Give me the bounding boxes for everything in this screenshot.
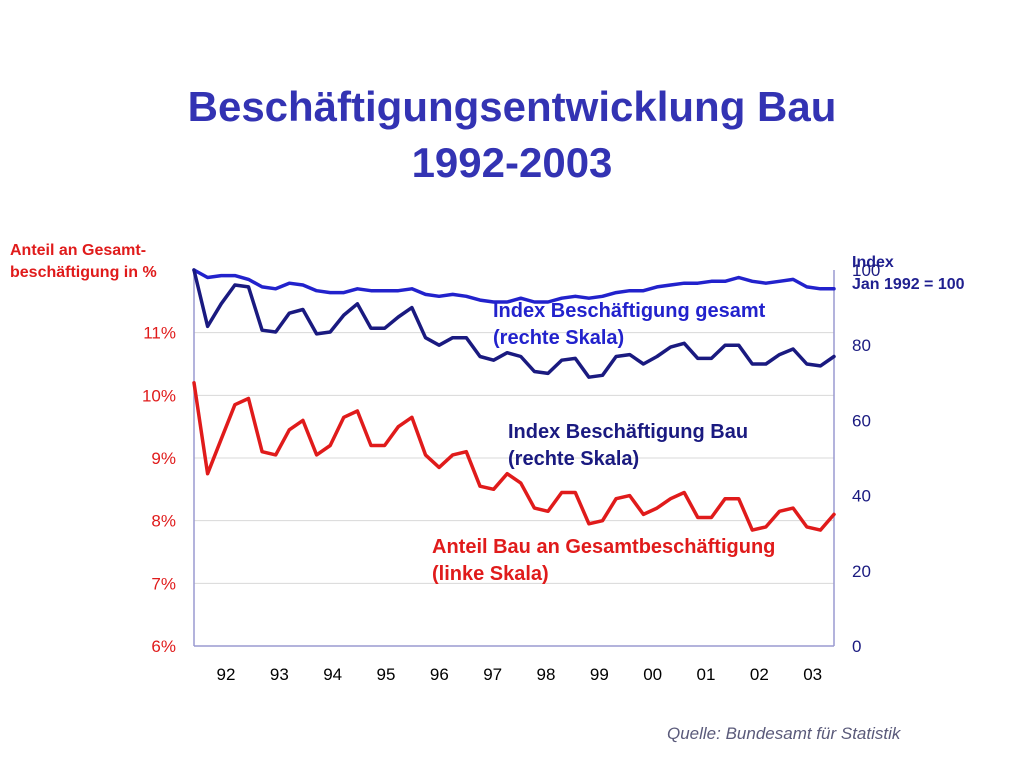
source-note: Quelle: Bundesamt für Statistik [667, 724, 901, 743]
left-tick-label: 11% [143, 324, 176, 343]
annotation-bau-line-1: Index Beschäftigung Bau [508, 421, 748, 443]
series-line-bau [192, 268, 836, 379]
x-tick-label: 01 [697, 665, 716, 684]
left-axis-caption-line-1: Anteil an Gesamt- [10, 242, 147, 259]
left-axis-caption: Anteil an Gesamt- beschäftigung in % [10, 240, 157, 284]
grid-lines [194, 332, 834, 584]
left-tick-label: 8% [151, 512, 176, 531]
x-tick-label: 99 [590, 665, 609, 684]
right-tick-label: 20 [852, 562, 871, 581]
x-tick-label: 94 [323, 665, 342, 684]
right-tick-labels: 0 20 40 60 80 100 [852, 261, 880, 656]
left-axis-caption-line-2: beschäftigung in % [10, 264, 157, 281]
annotation-anteil-line-1: Anteil Bau an Gesamtbeschäftigung [432, 536, 775, 558]
x-tick-label: 02 [750, 665, 769, 684]
annotation-bau-line-2: (rechte Skala) [508, 448, 639, 470]
right-tick-label: 60 [852, 411, 871, 430]
right-axis-caption-line-1: Index [852, 254, 894, 271]
annotation-gesamt-line-1: Index Beschäftigung gesamt [493, 300, 766, 322]
x-tick-label: 00 [643, 665, 662, 684]
x-tick-label: 97 [483, 665, 502, 684]
series-line-anteil [192, 381, 836, 532]
right-tick-label: 0 [852, 637, 861, 656]
x-tick-label: 92 [217, 665, 236, 684]
right-tick-label: 80 [852, 336, 871, 355]
right-tick-label: 40 [852, 487, 871, 506]
x-tick-labels: 92 93 94 95 96 97 98 99 00 01 02 03 [217, 665, 823, 684]
annotation-gesamt-line-2: (rechte Skala) [493, 327, 624, 349]
right-axis-caption: Index Jan 1992 = 100 [852, 252, 965, 296]
left-tick-label: 9% [151, 449, 176, 468]
left-tick-label: 7% [151, 574, 176, 593]
x-tick-label: 03 [803, 665, 822, 684]
chart-title-line-1: Beschäftigungsentwicklung Bau [187, 83, 837, 130]
left-tick-labels: 6% 7% 8% 9% 10% 11% [142, 324, 176, 656]
left-tick-label: 6% [151, 637, 176, 656]
left-tick-label: 10% [142, 386, 176, 405]
series-line-gesamt [192, 268, 836, 304]
x-tick-label: 95 [377, 665, 396, 684]
x-tick-label: 98 [537, 665, 556, 684]
series-lines [192, 268, 836, 532]
annotation-anteil-line-2: (linke Skala) [432, 563, 549, 585]
right-axis-caption-line-2: Jan 1992 = 100 [852, 276, 965, 293]
x-tick-label: 93 [270, 665, 289, 684]
chart-title-line-2: 1992-2003 [411, 139, 613, 186]
right-tick-label: 100 [852, 261, 880, 280]
x-tick-label: 96 [430, 665, 449, 684]
